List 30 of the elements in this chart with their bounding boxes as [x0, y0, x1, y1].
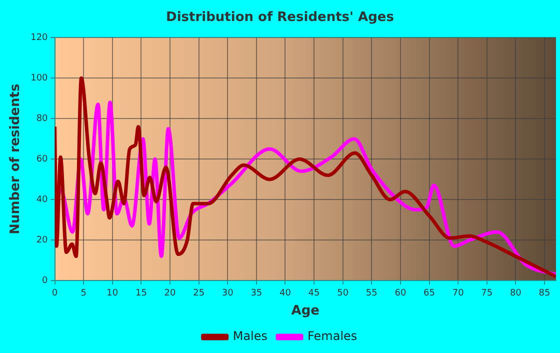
y-tick-label: 0	[42, 276, 48, 286]
x-tick-label: 55	[366, 288, 378, 298]
x-tick-label: 60	[394, 288, 406, 298]
x-tick-label: 0	[52, 288, 58, 298]
legend-label: Females	[308, 329, 358, 344]
y-tick-label: 120	[30, 32, 48, 43]
y-tick-label: 80	[36, 114, 48, 124]
x-tick-label: 80	[510, 288, 522, 298]
x-tick-label: 70	[452, 288, 464, 298]
x-tick-label: 65	[424, 288, 435, 298]
x-tick-label: 15	[135, 288, 147, 298]
x-tick-label: 30	[222, 288, 234, 298]
x-tick-label: 85	[538, 288, 550, 298]
x-tick-label: 5	[80, 288, 86, 298]
x-tick-label: 50	[337, 288, 349, 298]
y-tick-label: 100	[30, 73, 48, 84]
chart-title: Distribution of Residents' Ages	[166, 10, 394, 26]
x-tick-label: 10	[106, 288, 118, 298]
x-tick-label: 45	[308, 288, 320, 298]
x-tick-label: 35	[250, 288, 262, 298]
y-axis-title: Number of residents	[8, 84, 24, 234]
x-tick-label: 20	[164, 288, 176, 298]
y-tick-label: 20	[36, 235, 48, 246]
x-tick-label: 40	[280, 288, 292, 298]
x-tick-label: 25	[193, 288, 205, 298]
legend-label: Males	[232, 329, 268, 344]
y-tick-label: 40	[36, 194, 48, 205]
x-axis-title: Age	[291, 304, 320, 319]
y-tick-label: 60	[36, 154, 48, 164]
x-tick-label: 75	[481, 288, 493, 298]
